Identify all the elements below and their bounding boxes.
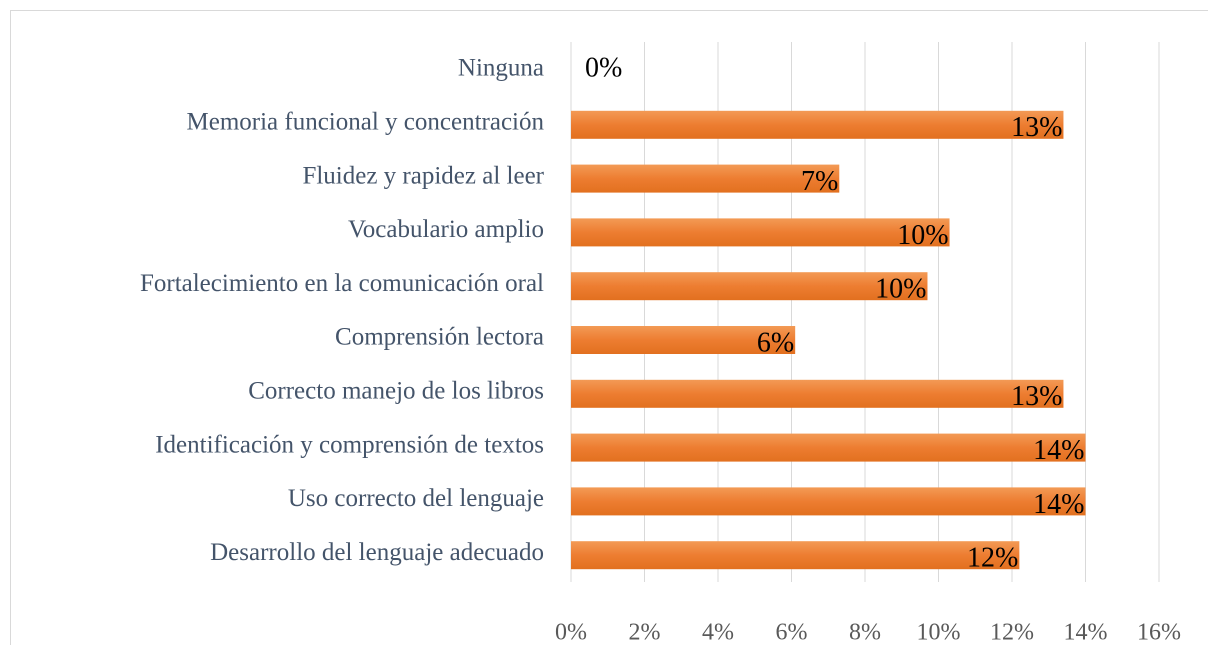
data-label: 12% — [967, 543, 1018, 574]
y-tick-label: Correcto manejo de los libros — [248, 378, 544, 405]
x-tick-label: 2% — [629, 620, 661, 645]
bar — [571, 272, 928, 301]
y-tick-label: Desarrollo del lenguaje adecuado — [210, 539, 544, 566]
bar — [571, 487, 1086, 516]
y-tick-label: Vocabulario amplio — [348, 216, 544, 243]
chart-border — [10, 10, 1208, 645]
x-tick-label: 8% — [849, 620, 881, 645]
x-tick-label: 6% — [776, 620, 808, 645]
x-tick-label: 14% — [1064, 620, 1108, 645]
data-label: 14% — [1033, 489, 1084, 520]
data-label: 0% — [585, 52, 622, 83]
y-tick-label: Comprensión lectora — [335, 324, 544, 351]
data-label: 13% — [1011, 381, 1062, 412]
data-label: 10% — [875, 274, 926, 305]
y-tick-label: Fluidez y rapidez al leer — [302, 162, 544, 189]
x-tick-label: 10% — [917, 620, 961, 645]
bar — [571, 326, 796, 354]
bar — [571, 218, 950, 247]
y-tick-label: Fortalecimiento en la comunicación oral — [140, 270, 544, 297]
x-tick-label: 4% — [702, 620, 734, 645]
data-label: 7% — [801, 166, 838, 197]
bar — [571, 379, 1064, 408]
data-label: 10% — [897, 220, 948, 251]
bar — [571, 433, 1086, 462]
bar — [571, 164, 840, 193]
bar — [571, 541, 1020, 570]
x-tick-label: 0% — [555, 620, 587, 645]
x-tick-label: 16% — [1137, 620, 1181, 645]
data-label: 13% — [1011, 112, 1062, 143]
y-tick-label: Memoria funcional y concentración — [187, 109, 545, 136]
x-tick-label: 12% — [990, 620, 1034, 645]
y-tick-label: Uso correcto del lenguaje — [288, 485, 544, 512]
y-tick-label: Identificación y comprensión de textos — [155, 431, 544, 458]
data-label: 6% — [757, 327, 794, 358]
y-tick-label: Ninguna — [458, 55, 544, 82]
data-label: 14% — [1033, 435, 1084, 466]
bar — [571, 110, 1064, 139]
